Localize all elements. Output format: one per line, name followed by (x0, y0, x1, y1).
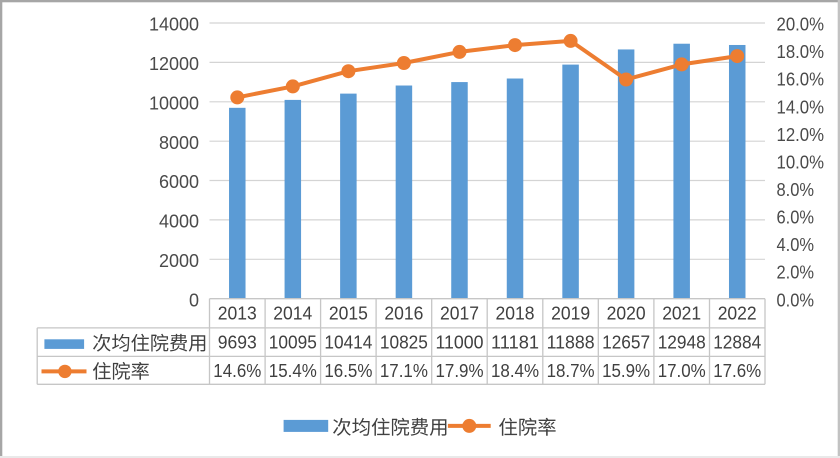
svg-text:2013: 2013 (218, 304, 257, 324)
svg-text:2022: 2022 (718, 304, 757, 324)
svg-text:12948: 12948 (658, 333, 706, 353)
svg-text:4000: 4000 (159, 212, 199, 232)
svg-text:2019: 2019 (551, 304, 590, 324)
svg-text:2000: 2000 (159, 251, 199, 271)
svg-text:0.0%: 0.0% (777, 290, 815, 310)
svg-text:10095: 10095 (269, 333, 317, 353)
svg-text:11888: 11888 (547, 333, 595, 353)
svg-text:16.0%: 16.0% (777, 70, 825, 90)
svg-text:4.0%: 4.0% (777, 235, 815, 255)
svg-text:2021: 2021 (662, 304, 701, 324)
svg-text:18.0%: 18.0% (777, 42, 825, 62)
svg-text:6.0%: 6.0% (777, 208, 815, 228)
svg-text:15.4%: 15.4% (269, 361, 317, 381)
svg-text:10825: 10825 (380, 333, 428, 353)
svg-text:2015: 2015 (329, 304, 368, 324)
svg-text:0: 0 (189, 290, 199, 310)
svg-text:12000: 12000 (149, 54, 199, 74)
svg-text:14.0%: 14.0% (777, 97, 825, 117)
svg-text:16.5%: 16.5% (324, 361, 372, 381)
svg-text:17.1%: 17.1% (380, 361, 428, 381)
svg-text:20.0%: 20.0% (777, 15, 825, 35)
svg-text:11181: 11181 (491, 333, 539, 353)
svg-text:8.0%: 8.0% (777, 180, 815, 200)
svg-text:18.4%: 18.4% (491, 361, 539, 381)
svg-text:2018: 2018 (496, 304, 535, 324)
svg-text:14.6%: 14.6% (213, 361, 261, 381)
svg-text:9693: 9693 (218, 333, 257, 353)
svg-text:8000: 8000 (159, 133, 199, 153)
svg-text:12884: 12884 (713, 333, 761, 353)
svg-text:2014: 2014 (273, 304, 312, 324)
svg-text:10414: 10414 (324, 333, 372, 353)
svg-text:12.0%: 12.0% (777, 125, 825, 145)
svg-text:18.7%: 18.7% (547, 361, 595, 381)
svg-text:12657: 12657 (602, 333, 650, 353)
svg-text:2.0%: 2.0% (777, 263, 815, 283)
svg-text:2016: 2016 (384, 304, 423, 324)
svg-text:11000: 11000 (436, 333, 484, 353)
svg-text:17.0%: 17.0% (658, 361, 706, 381)
svg-text:14000: 14000 (149, 15, 199, 35)
svg-text:2017: 2017 (440, 304, 479, 324)
svg-text:6000: 6000 (159, 172, 199, 192)
svg-text:17.6%: 17.6% (713, 361, 761, 381)
svg-text:10000: 10000 (149, 93, 199, 113)
svg-text:2020: 2020 (607, 304, 646, 324)
svg-text:17.9%: 17.9% (436, 361, 484, 381)
svg-text:15.9%: 15.9% (602, 361, 650, 381)
svg-text:10.0%: 10.0% (777, 152, 825, 172)
